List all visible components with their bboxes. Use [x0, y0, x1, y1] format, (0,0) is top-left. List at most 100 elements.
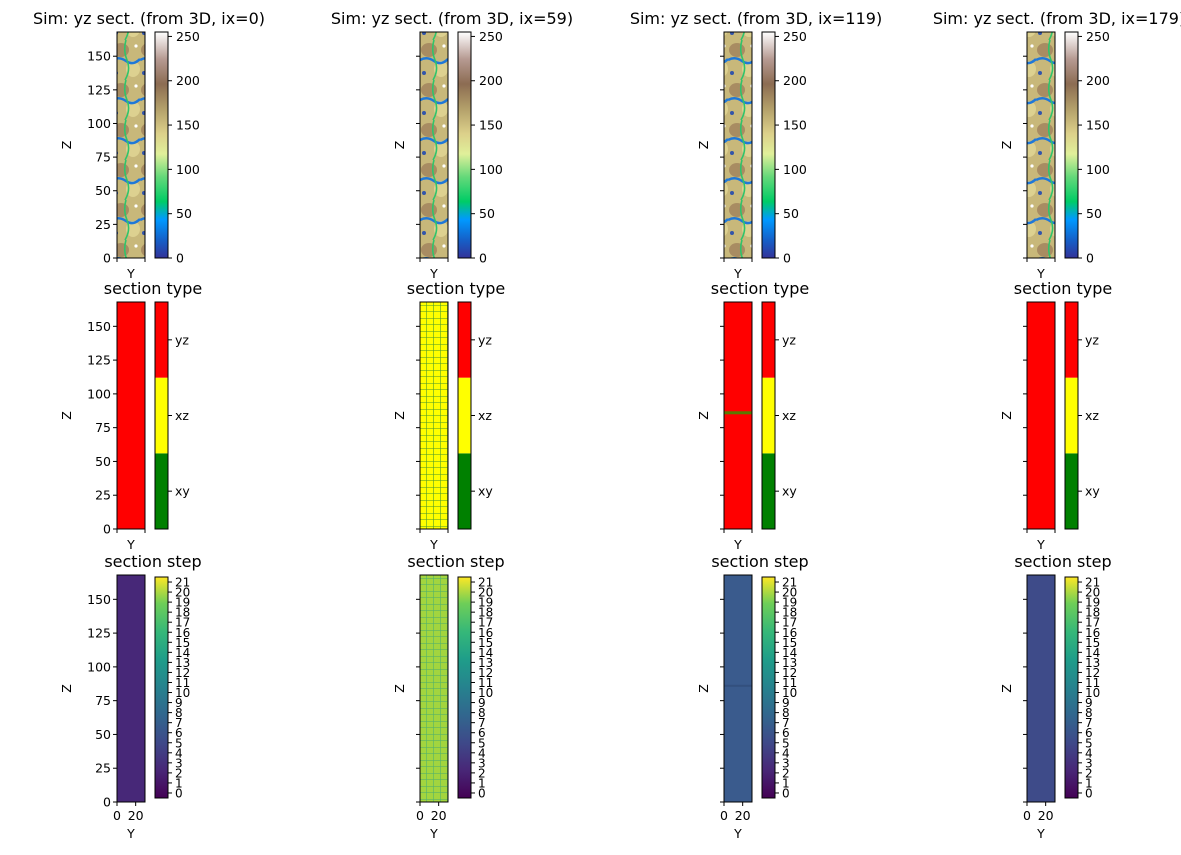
colorbar-tick-label: 13: [175, 656, 190, 670]
y-tick-label: 75: [95, 150, 111, 165]
subplot-title: Sim: yz sect. (from 3D, ix=119): [630, 9, 882, 28]
colorbar-tick-label: 4: [478, 746, 486, 760]
subplot-r0-c0: Sim: yz sect. (from 3D, ix=0) 0 25 50 75 100 1…: [33, 9, 265, 281]
colorbar-tick-label: xz: [478, 408, 492, 423]
colorbar-tick-label: 17: [1085, 616, 1100, 630]
colorbar-tick-label: 9: [175, 696, 183, 710]
y-axis-label: Z: [392, 684, 407, 693]
colorbar-tick-label: 19: [175, 596, 190, 610]
axes-frame: [116, 301, 146, 530]
y-axis-label: Z: [999, 411, 1014, 420]
axes-frame: [723, 574, 753, 803]
y-tick-label: 0: [103, 522, 111, 537]
colorbar-tick-label: 7: [478, 716, 486, 730]
colorbar-tick-label: 100: [783, 162, 807, 177]
colorbar-gradient: [155, 577, 168, 798]
colorbar-tick-label: 17: [782, 616, 797, 630]
y-tick-label: 50: [95, 454, 111, 469]
colorbar-tick-label: xz: [782, 408, 796, 423]
colorbar-tick-label: 16: [478, 626, 493, 640]
colorbar-tick-label: 100: [479, 162, 503, 177]
colorbar-tick-label: 14: [478, 646, 493, 660]
colorbar-tick-label: 10: [782, 686, 797, 700]
colorbar-frame: [154, 31, 169, 259]
colorbar-tick-label: 9: [478, 696, 486, 710]
colorbar-tick-label: 0: [479, 251, 487, 266]
colorbar-tick-label: 100: [1086, 162, 1110, 177]
colorbar-tick-label: 2: [782, 766, 790, 780]
x-axis-label: Y: [126, 266, 135, 281]
subplot-r0-c3: Sim: yz sect. (from 3D, ix=179) Z Y 0 50 100 1…: [933, 9, 1181, 281]
colorbar-tick-label: 13: [782, 656, 797, 670]
colorbar-tick-label: 16: [175, 626, 190, 640]
colorbar-tick-label: 17: [478, 616, 493, 630]
colorbar-frame: [154, 301, 169, 530]
y-tick-label: 150: [87, 592, 111, 607]
x-axis-label: Y: [733, 537, 742, 552]
colorbar-segment-yz: [458, 302, 471, 378]
colorbar-tick-label: 4: [1085, 746, 1093, 760]
colorbar-tick-label: 16: [782, 626, 797, 640]
y-tick-label: 150: [87, 49, 111, 64]
colorbar-tick-label: 200: [783, 73, 807, 88]
colorbar-tick-label: yz: [175, 332, 189, 347]
colorbar-segment-xz: [458, 377, 471, 454]
colorbar-tick-label: 11: [175, 676, 190, 690]
colorbar-tick-label: 6: [175, 726, 183, 740]
colorbar: xy xz yz: [761, 301, 797, 530]
colorbar-tick-label: 7: [1085, 716, 1093, 730]
image-area: [117, 302, 145, 529]
colorbar-tick-label: 0: [1086, 251, 1094, 266]
y-axis-label: Z: [999, 684, 1014, 693]
colorbar-tick-label: xy: [175, 484, 190, 499]
colorbar-tick-label: 2: [175, 766, 183, 780]
colorbar-tick-label: 200: [1086, 73, 1110, 88]
subplot-title: section step: [104, 552, 201, 571]
axes-frame: [1026, 31, 1056, 259]
y-tick-label: 50: [95, 727, 111, 742]
colorbar-gradient: [1065, 32, 1078, 258]
axes-frame: [116, 31, 146, 259]
colorbar-frame: [761, 576, 776, 799]
colorbar-tick-label: 12: [1085, 666, 1100, 680]
x-tick-label: 20: [1038, 808, 1054, 823]
colorbar-tick-label: 3: [1085, 756, 1093, 770]
subplot-title: section type: [104, 279, 202, 298]
subplot-title: section type: [1014, 279, 1112, 298]
x-axis-label: Y: [429, 537, 438, 552]
subplot-r1-c0: section type 0 25 50 75 100 125 150 Z Yxy xz yz: [59, 279, 202, 552]
x-axis-label: Y: [429, 826, 438, 841]
colorbar-tick-label: 9: [1085, 696, 1093, 710]
subplot-r0-c2: Sim: yz sect. (from 3D, ix=119) Z Y 0 50 100 1…: [630, 9, 882, 281]
colorbar-tick-label: 17: [175, 616, 190, 630]
colorbar-tick-label: 21: [175, 576, 190, 590]
x-axis-label: Y: [733, 826, 742, 841]
axes-frame: [723, 301, 753, 530]
colorbar-tick-label: 8: [1085, 706, 1093, 720]
y-axis-label: Z: [999, 141, 1014, 150]
colorbar-tick-label: 100: [176, 162, 200, 177]
subplot-r1-c1: section type Z Yxy xz yz: [392, 279, 505, 552]
colorbar-tick-label: 3: [175, 756, 183, 770]
colorbar-segment-xz: [1065, 377, 1078, 454]
y-tick-label: 25: [95, 217, 111, 232]
y-axis-label: Z: [59, 141, 74, 150]
colorbar-frame: [1064, 301, 1079, 530]
colorbar-tick-label: 15: [782, 636, 797, 650]
colorbar-tick-label: 8: [175, 706, 183, 720]
colorbar-tick-label: 15: [175, 636, 190, 650]
colorbar-tick-label: 14: [1085, 646, 1100, 660]
colorbar-tick-label: xz: [1085, 408, 1099, 423]
subplot-title: Sim: yz sect. (from 3D, ix=0): [33, 9, 265, 28]
colorbar-tick-label: 16: [1085, 626, 1100, 640]
image-area: [117, 575, 145, 802]
colorbar-tick-label: 20: [782, 586, 797, 600]
subplot-title: section step: [1014, 552, 1111, 571]
y-axis-label: Z: [696, 141, 711, 150]
colorbar-tick-label: 0: [782, 786, 790, 800]
colorbar-tick-label: 250: [1086, 29, 1110, 44]
colorbar-tick-label: 6: [782, 726, 790, 740]
colorbar-tick-label: xz: [175, 408, 189, 423]
